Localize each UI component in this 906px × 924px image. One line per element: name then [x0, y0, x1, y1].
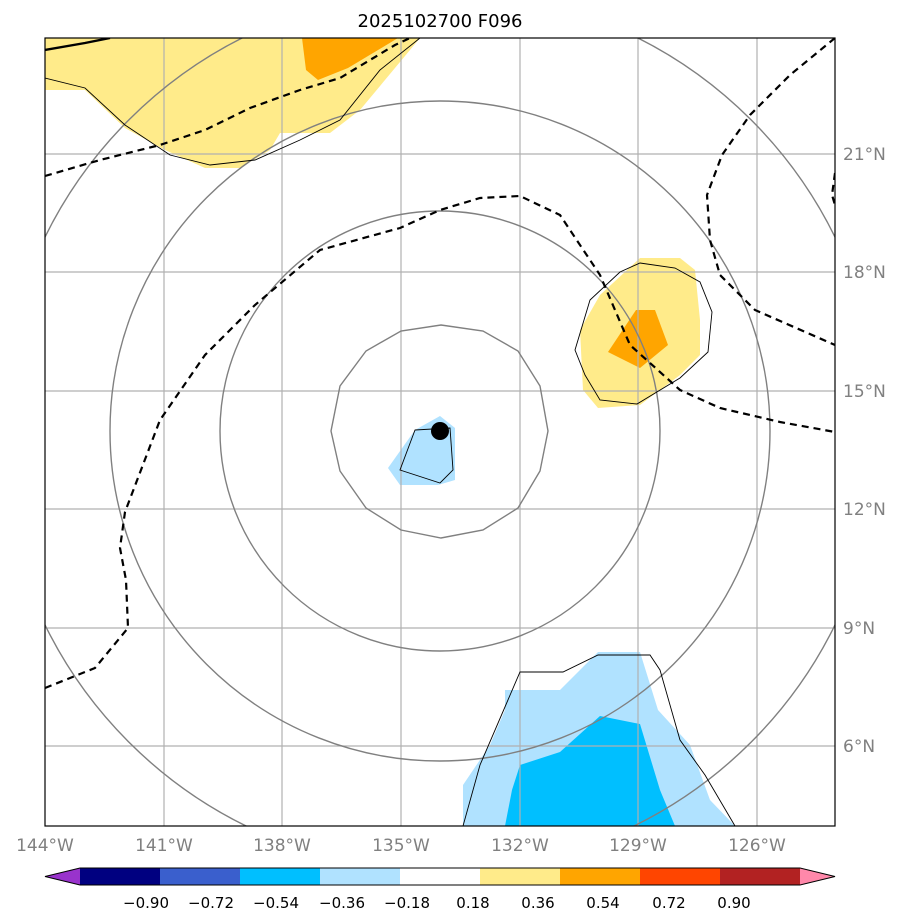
dashed-contour-northeast	[705, 38, 835, 347]
dashed-contours	[45, 38, 835, 690]
colorbar-tick: −0.72	[188, 894, 234, 912]
range-ring-2	[219, 210, 661, 652]
dashed-contour-north	[45, 38, 411, 178]
colorbar-tick: 0.72	[652, 894, 685, 912]
lon-label: 129°W	[609, 836, 667, 856]
colorbar-segment	[320, 868, 401, 885]
colorbar-tick: 0.18	[456, 894, 489, 912]
colorbar-outline	[44, 867, 836, 886]
strong-negative-anomaly-south	[505, 716, 675, 826]
colorbar-segment	[720, 868, 801, 885]
dashed-contour-east-edge	[830, 172, 835, 206]
colorbar-extend-max	[800, 868, 835, 885]
filled-contours	[45, 38, 735, 826]
lat-label: 21°N	[843, 145, 886, 165]
colorbar-segment	[640, 868, 721, 885]
lat-label: 18°N	[843, 263, 886, 283]
longitude-labels: 144°W 141°W 138°W 135°W 132°W 129°W 126°…	[16, 836, 786, 856]
lon-label: 132°W	[491, 836, 549, 856]
colorbar-tick: 0.90	[717, 894, 750, 912]
map-panel	[45, 38, 835, 826]
colorbar-segment	[560, 868, 641, 885]
contour-northwest	[45, 38, 421, 166]
lon-label: 135°W	[372, 836, 430, 856]
colorbar-segment	[160, 868, 241, 885]
lat-label: 9°N	[843, 619, 875, 639]
colorbar-segment	[400, 868, 481, 885]
colorbar-tick: −0.36	[319, 894, 365, 912]
latitude-labels: 21°N 18°N 15°N 12°N 9°N 6°N	[843, 145, 886, 757]
map-frame	[44, 37, 836, 827]
contour-east	[574, 262, 713, 405]
contour-south	[462, 654, 736, 826]
lon-label: 138°W	[253, 836, 311, 856]
strong-positive-anomaly-north	[302, 38, 398, 80]
colorbar-tick: 0.54	[586, 894, 619, 912]
dashed-contour-main	[45, 194, 835, 690]
lat-label: 12°N	[843, 500, 886, 520]
lat-label: 15°N	[843, 382, 886, 402]
colorbar-segment	[240, 868, 321, 885]
colorbar-ticks: −0.90 −0.72 −0.54 −0.36 −0.18 0.18 0.36 …	[123, 894, 751, 912]
colorbar-segment	[80, 868, 161, 885]
colorbar-tick: −0.90	[123, 894, 169, 912]
range-ring-3	[109, 100, 771, 762]
colorbar-tick: 0.36	[521, 894, 554, 912]
colorbar-tick: −0.18	[384, 894, 430, 912]
colorbar	[44, 867, 836, 886]
range-rings	[45, 38, 835, 826]
range-ring-inner	[330, 324, 549, 539]
storm-center-marker	[431, 422, 449, 440]
bold-contour-northwest	[45, 38, 111, 52]
colorbar-extend-min	[45, 868, 80, 885]
lon-label: 141°W	[135, 836, 193, 856]
colorbar-tick: −0.54	[253, 894, 299, 912]
lon-label: 144°W	[16, 836, 74, 856]
colorbar-segment	[480, 868, 561, 885]
lon-label: 126°W	[728, 836, 786, 856]
lat-label: 6°N	[843, 737, 875, 757]
figure-title: 2025102700 F096	[358, 11, 523, 32]
